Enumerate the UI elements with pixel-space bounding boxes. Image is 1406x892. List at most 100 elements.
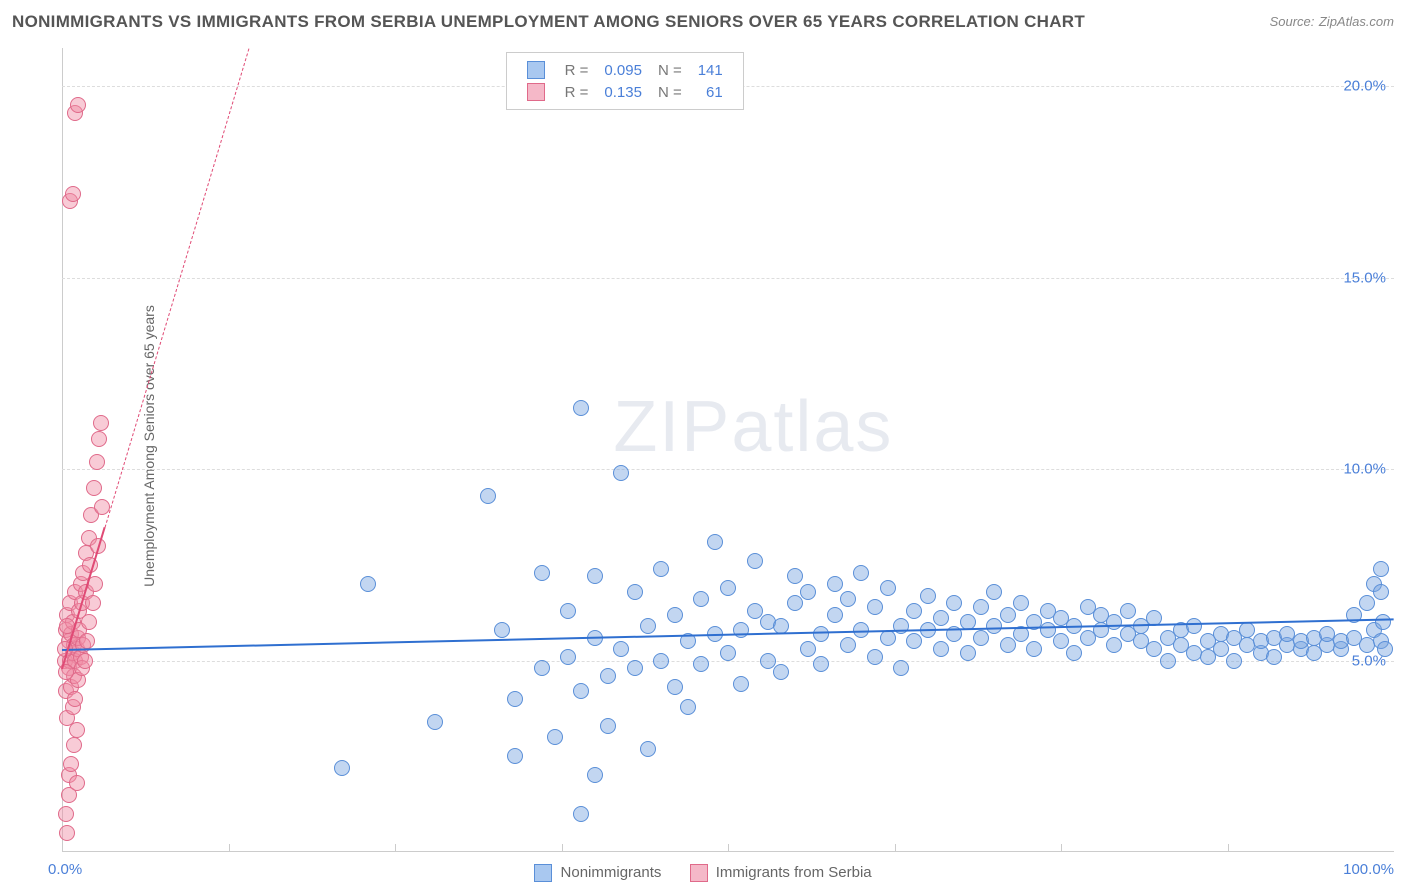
data-point-nonimmigrants (587, 767, 603, 783)
data-point-nonimmigrants (720, 645, 736, 661)
data-point-nonimmigrants (480, 488, 496, 504)
data-point-nonimmigrants (880, 580, 896, 596)
data-point-nonimmigrants (960, 645, 976, 661)
data-point-nonimmigrants (534, 565, 550, 581)
stats-row-nonimmigrants: R = 0.095 N = 141 (519, 59, 731, 81)
legend-item-immigrants: Immigrants from Serbia (690, 864, 872, 882)
data-point-immigrants (66, 737, 82, 753)
data-point-nonimmigrants (1373, 584, 1389, 600)
data-point-nonimmigrants (560, 603, 576, 619)
data-point-immigrants (69, 775, 85, 791)
data-point-nonimmigrants (1226, 653, 1242, 669)
data-point-nonimmigrants (1375, 614, 1391, 630)
data-point-nonimmigrants (667, 679, 683, 695)
data-point-nonimmigrants (787, 595, 803, 611)
data-point-nonimmigrants (600, 668, 616, 684)
data-point-nonimmigrants (813, 626, 829, 642)
stats-row-immigrants: R = 0.135 N = 61 (519, 81, 731, 103)
data-point-nonimmigrants (1377, 641, 1393, 657)
data-point-nonimmigrants (840, 591, 856, 607)
data-point-nonimmigrants (747, 553, 763, 569)
y-tick-label: 10.0% (1343, 461, 1386, 478)
series-legend: Nonimmigrants Immigrants from Serbia (0, 864, 1406, 882)
legend-label-nonimmigrants: Nonimmigrants (561, 864, 662, 881)
data-point-nonimmigrants (720, 580, 736, 596)
data-point-nonimmigrants (1013, 595, 1029, 611)
data-point-nonimmigrants (800, 641, 816, 657)
data-point-nonimmigrants (653, 561, 669, 577)
x-tick-max: 100.0% (1343, 861, 1394, 878)
data-point-nonimmigrants (1266, 649, 1282, 665)
data-point-immigrants (65, 186, 81, 202)
data-point-immigrants (89, 454, 105, 470)
data-point-immigrants (67, 691, 83, 707)
data-point-nonimmigrants (933, 610, 949, 626)
data-point-nonimmigrants (627, 660, 643, 676)
data-point-immigrants (81, 614, 97, 630)
data-point-nonimmigrants (667, 607, 683, 623)
data-point-nonimmigrants (360, 576, 376, 592)
y-tick-label: 15.0% (1343, 269, 1386, 286)
data-point-nonimmigrants (747, 603, 763, 619)
data-point-nonimmigrants (1026, 641, 1042, 657)
data-point-immigrants (86, 480, 102, 496)
x-tick-mark (895, 844, 896, 852)
source-value: ZipAtlas.com (1319, 14, 1394, 29)
r-label: R = (557, 81, 597, 103)
r-label: R = (557, 59, 597, 81)
n-label: N = (650, 81, 690, 103)
data-point-nonimmigrants (1373, 561, 1389, 577)
data-point-nonimmigrants (827, 576, 843, 592)
data-point-nonimmigrants (986, 618, 1002, 634)
data-point-nonimmigrants (427, 714, 443, 730)
chart-title: NONIMMIGRANTS VS IMMIGRANTS FROM SERBIA … (12, 12, 1085, 32)
data-point-immigrants (59, 825, 75, 841)
data-point-nonimmigrants (853, 565, 869, 581)
data-point-nonimmigrants (733, 622, 749, 638)
x-tick-mark (728, 844, 729, 852)
data-point-immigrants (93, 415, 109, 431)
stats-legend: R = 0.095 N = 141 R = 0.135 N = 61 (506, 52, 744, 110)
data-point-nonimmigrants (534, 660, 550, 676)
scatter-plot: 5.0%10.0%15.0%20.0% (48, 48, 1394, 852)
data-point-nonimmigrants (547, 729, 563, 745)
data-point-nonimmigrants (840, 637, 856, 653)
data-point-immigrants (58, 806, 74, 822)
data-point-nonimmigrants (1160, 653, 1176, 669)
data-point-nonimmigrants (946, 595, 962, 611)
data-point-nonimmigrants (707, 534, 723, 550)
n-value-immigrants: 61 (690, 81, 731, 103)
data-point-immigrants (69, 722, 85, 738)
data-point-nonimmigrants (1359, 595, 1375, 611)
data-point-nonimmigrants (827, 607, 843, 623)
data-point-nonimmigrants (813, 656, 829, 672)
x-tick-mark (1228, 844, 1229, 852)
data-point-nonimmigrants (1053, 633, 1069, 649)
data-point-nonimmigrants (573, 400, 589, 416)
r-value-nonimmigrants: 0.095 (596, 59, 650, 81)
data-point-nonimmigrants (507, 691, 523, 707)
x-tick-mark (1061, 844, 1062, 852)
data-point-nonimmigrants (800, 584, 816, 600)
data-point-immigrants (79, 633, 95, 649)
data-point-immigrants (58, 664, 74, 680)
swatch-nonimmigrants (527, 61, 545, 79)
data-point-nonimmigrants (867, 649, 883, 665)
data-point-nonimmigrants (906, 603, 922, 619)
data-point-nonimmigrants (733, 676, 749, 692)
data-point-nonimmigrants (760, 653, 776, 669)
data-point-nonimmigrants (1040, 622, 1056, 638)
data-point-nonimmigrants (573, 683, 589, 699)
data-point-nonimmigrants (693, 656, 709, 672)
stats-table: R = 0.095 N = 141 R = 0.135 N = 61 (519, 59, 731, 103)
n-label: N = (650, 59, 690, 81)
n-value-nonimmigrants: 141 (690, 59, 731, 81)
data-point-nonimmigrants (600, 718, 616, 734)
data-point-immigrants (70, 97, 86, 113)
r-value-immigrants: 0.135 (596, 81, 650, 103)
data-point-nonimmigrants (973, 599, 989, 615)
data-point-nonimmigrants (334, 760, 350, 776)
swatch-immigrants (690, 864, 708, 882)
x-tick-min: 0.0% (48, 861, 82, 878)
data-point-nonimmigrants (560, 649, 576, 665)
